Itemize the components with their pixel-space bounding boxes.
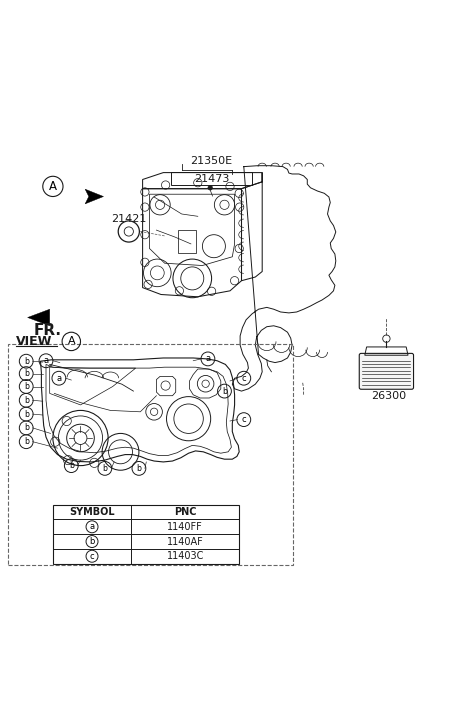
Bar — [8, 344, 293, 565]
Text: c: c — [241, 415, 246, 424]
Text: b: b — [24, 369, 28, 378]
Polygon shape — [28, 309, 50, 326]
Text: b: b — [24, 437, 28, 446]
Bar — [171, 172, 251, 185]
FancyBboxPatch shape — [358, 353, 413, 389]
Text: a: a — [89, 522, 95, 531]
Text: a: a — [56, 374, 62, 382]
Text: PNC: PNC — [174, 507, 196, 517]
Text: SYMBOL: SYMBOL — [69, 507, 115, 517]
Text: 21350E: 21350E — [190, 156, 232, 166]
Text: 11403C: 11403C — [166, 551, 203, 561]
Text: a: a — [43, 356, 49, 365]
Text: b: b — [136, 464, 141, 473]
Text: c: c — [90, 552, 94, 561]
Circle shape — [207, 185, 212, 190]
Text: 21421: 21421 — [111, 214, 146, 224]
Text: FR.: FR. — [34, 323, 62, 338]
Text: b: b — [24, 357, 28, 366]
Text: a: a — [205, 354, 210, 364]
Bar — [53, 505, 239, 563]
Polygon shape — [85, 189, 103, 204]
Text: 1140FF: 1140FF — [167, 522, 202, 531]
Text: c: c — [241, 374, 246, 382]
Text: A: A — [49, 180, 57, 193]
Text: b: b — [24, 382, 28, 391]
Text: 21473: 21473 — [193, 174, 229, 184]
Text: b: b — [222, 387, 226, 395]
Text: b: b — [24, 409, 28, 419]
Text: 26300: 26300 — [370, 390, 405, 401]
Text: b: b — [102, 464, 107, 473]
Text: b: b — [24, 423, 28, 433]
Text: VIEW: VIEW — [16, 335, 52, 348]
Text: b: b — [69, 461, 73, 470]
Bar — [178, 230, 196, 253]
Text: A: A — [67, 337, 75, 347]
Text: b: b — [89, 537, 95, 546]
Text: b: b — [24, 395, 28, 405]
Text: 1140AF: 1140AF — [167, 537, 203, 547]
